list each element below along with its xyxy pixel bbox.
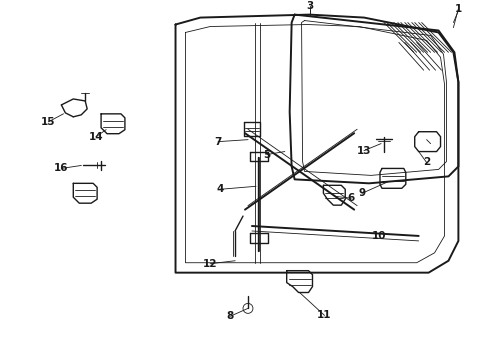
Text: 8: 8 — [226, 311, 234, 321]
Text: 5: 5 — [263, 149, 270, 159]
Text: 12: 12 — [203, 259, 218, 269]
Text: 13: 13 — [357, 145, 371, 156]
Text: 10: 10 — [372, 231, 386, 241]
Text: 11: 11 — [317, 310, 332, 320]
Text: 4: 4 — [217, 184, 224, 194]
Text: 16: 16 — [54, 163, 69, 174]
Text: 15: 15 — [41, 117, 56, 127]
Text: 2: 2 — [423, 157, 430, 167]
Text: 7: 7 — [215, 137, 222, 147]
Text: 9: 9 — [359, 188, 366, 198]
Text: 14: 14 — [89, 132, 103, 142]
Text: 6: 6 — [347, 193, 355, 203]
Text: 1: 1 — [455, 4, 462, 14]
Text: 3: 3 — [306, 1, 313, 11]
